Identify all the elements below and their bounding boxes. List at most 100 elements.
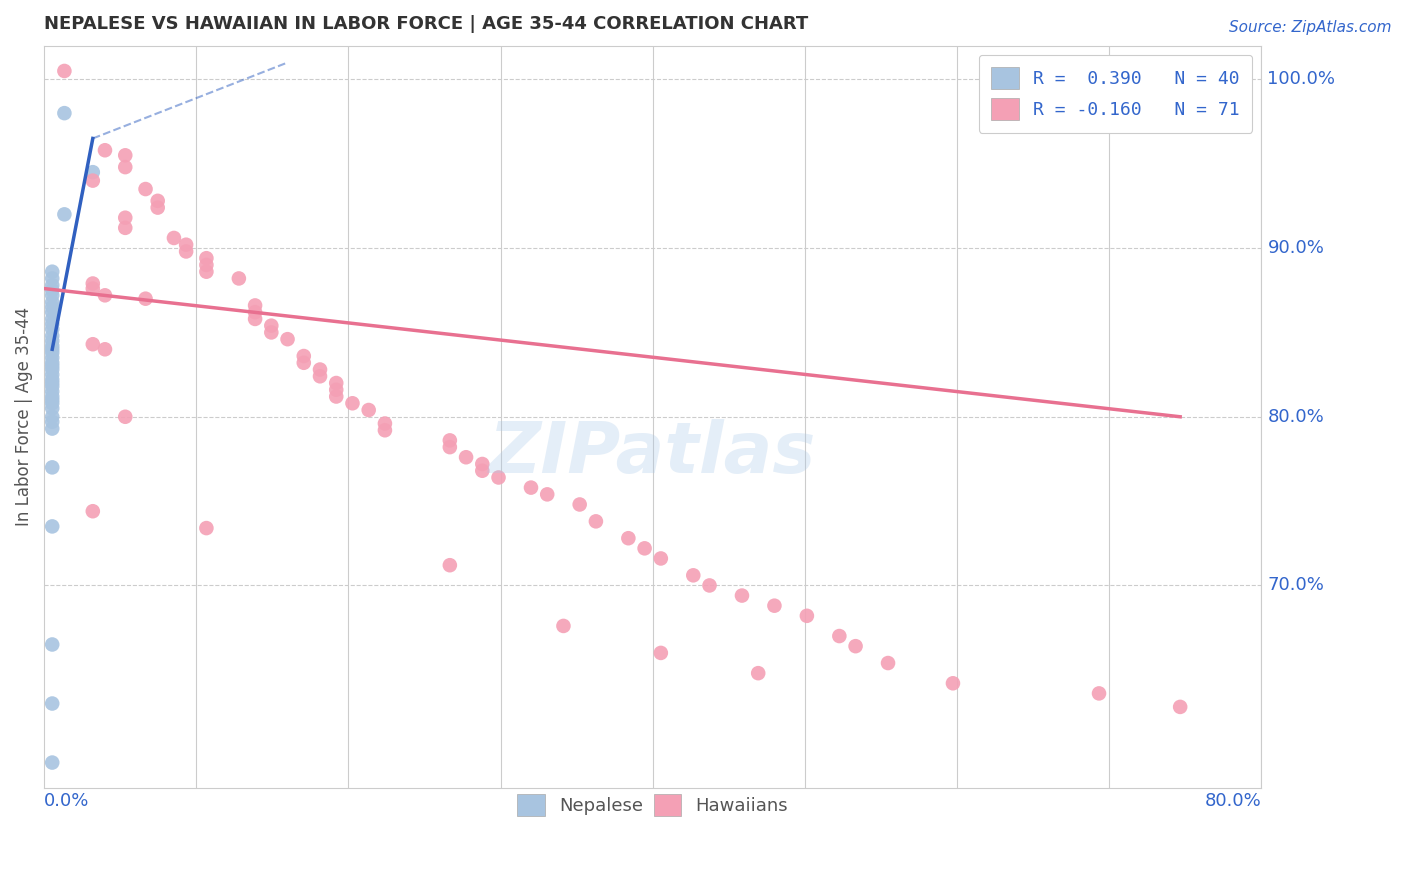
Point <box>114 409 136 424</box>
Point <box>41 343 63 357</box>
Point <box>41 339 63 353</box>
Point <box>41 283 63 297</box>
Point <box>82 165 104 179</box>
Point <box>277 332 299 346</box>
Legend: Nepalese, Hawaiians: Nepalese, Hawaiians <box>506 783 799 827</box>
Point <box>53 207 76 221</box>
Point <box>41 328 63 343</box>
Point <box>439 558 461 573</box>
Point <box>585 514 607 528</box>
Point <box>243 305 266 319</box>
Point <box>41 415 63 429</box>
Point <box>41 317 63 331</box>
Text: 100.0%: 100.0% <box>1267 70 1336 88</box>
Text: ZIPatlas: ZIPatlas <box>489 419 817 489</box>
Point <box>325 383 347 397</box>
Point <box>41 376 63 390</box>
Point <box>41 379 63 393</box>
Point <box>114 211 136 225</box>
Text: 90.0%: 90.0% <box>1267 239 1324 257</box>
Point <box>41 368 63 382</box>
Point <box>520 481 543 495</box>
Point <box>41 288 63 302</box>
Point <box>488 470 510 484</box>
Point <box>114 148 136 162</box>
Point <box>796 608 818 623</box>
Point <box>114 160 136 174</box>
Text: 0.0%: 0.0% <box>44 791 90 810</box>
Point <box>41 421 63 435</box>
Point <box>877 656 900 670</box>
Point <box>41 390 63 404</box>
Point <box>243 298 266 312</box>
Point <box>292 349 315 363</box>
Point <box>942 676 965 690</box>
Point <box>53 106 76 120</box>
Point <box>41 356 63 370</box>
Point <box>650 551 672 566</box>
Point <box>41 271 63 285</box>
Text: Source: ZipAtlas.com: Source: ZipAtlas.com <box>1229 20 1392 35</box>
Point <box>41 312 63 326</box>
Point <box>471 464 494 478</box>
Point <box>260 326 283 340</box>
Point <box>617 531 640 545</box>
Point <box>94 143 117 157</box>
Text: 80.0%: 80.0% <box>1267 408 1324 425</box>
Point <box>41 638 63 652</box>
Point <box>41 401 63 416</box>
Point <box>731 589 754 603</box>
Point <box>41 697 63 711</box>
Point <box>699 578 721 592</box>
Point <box>82 282 104 296</box>
Point <box>195 521 218 535</box>
Text: 70.0%: 70.0% <box>1267 576 1324 594</box>
Point <box>146 201 169 215</box>
Point <box>195 251 218 265</box>
Point <box>1088 686 1111 700</box>
Point <box>763 599 786 613</box>
Point <box>94 288 117 302</box>
Point <box>568 498 591 512</box>
Point <box>41 359 63 373</box>
Point <box>41 334 63 348</box>
Point <box>114 220 136 235</box>
Point <box>536 487 558 501</box>
Point <box>228 271 250 285</box>
Point <box>41 519 63 533</box>
Point <box>471 457 494 471</box>
Text: NEPALESE VS HAWAIIAN IN LABOR FORCE | AGE 35-44 CORRELATION CHART: NEPALESE VS HAWAIIAN IN LABOR FORCE | AG… <box>44 15 808 33</box>
Point <box>41 295 63 310</box>
Point <box>342 396 364 410</box>
Point <box>374 423 396 437</box>
Point <box>41 384 63 399</box>
Point <box>41 373 63 387</box>
Point <box>82 337 104 351</box>
Point <box>650 646 672 660</box>
Point <box>828 629 851 643</box>
Point <box>454 450 477 465</box>
Point <box>82 277 104 291</box>
Point <box>41 300 63 314</box>
Point <box>94 343 117 357</box>
Point <box>41 351 63 365</box>
Point <box>357 403 380 417</box>
Point <box>41 278 63 293</box>
Point <box>195 265 218 279</box>
Point <box>41 265 63 279</box>
Point <box>41 362 63 376</box>
Y-axis label: In Labor Force | Age 35-44: In Labor Force | Age 35-44 <box>15 307 32 526</box>
Point <box>439 434 461 448</box>
Point <box>135 182 157 196</box>
Point <box>41 460 63 475</box>
Point <box>309 362 332 376</box>
Point <box>195 258 218 272</box>
Point <box>747 666 769 681</box>
Point <box>243 312 266 326</box>
Point <box>41 409 63 424</box>
Point <box>553 619 575 633</box>
Point <box>292 356 315 370</box>
Point <box>41 345 63 359</box>
Point <box>325 390 347 404</box>
Point <box>53 64 76 78</box>
